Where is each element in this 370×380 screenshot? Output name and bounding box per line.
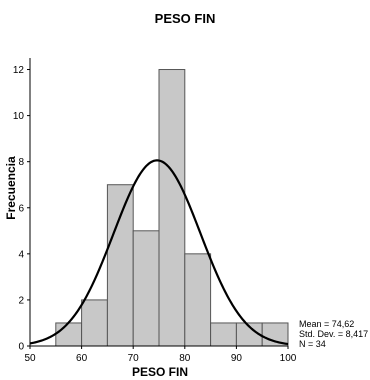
x-tick-label: 50 <box>24 353 36 364</box>
stat-n: N = 34 <box>299 339 326 349</box>
x-tick-label: 100 <box>280 353 297 364</box>
y-tick-label: 10 <box>13 111 25 122</box>
curve-group <box>29 159 289 346</box>
x-tick-label: 80 <box>179 353 191 364</box>
x-ticks-group: 50 60 70 80 90 100 <box>24 346 297 364</box>
y-tick-label: 12 <box>13 65 25 76</box>
x-tick-label: 60 <box>76 353 88 364</box>
chart-title: PESO FIN <box>155 11 216 26</box>
y-tick-label: 2 <box>18 295 24 306</box>
histogram-bar <box>184 253 212 347</box>
histogram-bar <box>106 184 134 347</box>
x-tick-label: 90 <box>231 353 243 364</box>
histogram-bar <box>210 322 237 347</box>
bars-group <box>55 69 289 347</box>
y-ticks-group: 0 2 4 6 8 10 12 <box>13 65 30 353</box>
histogram-bar <box>132 230 160 347</box>
x-axis-label: PESO FIN <box>132 365 188 379</box>
axes-group <box>29 58 288 347</box>
y-tick-label: 0 <box>18 342 24 353</box>
y-axis-label: Frecuencia <box>4 156 18 220</box>
y-tick-label: 8 <box>18 157 24 168</box>
x-tick-label: 70 <box>128 353 140 364</box>
histogram-bar <box>81 299 108 347</box>
stat-mean: Mean = 74,62 <box>299 319 354 329</box>
stat-std-dev: Std. Dev. = 8,417 <box>299 329 368 339</box>
normal-curve <box>29 159 289 346</box>
histogram-bar <box>158 69 186 347</box>
y-tick-label: 6 <box>18 203 24 214</box>
histogram-bar <box>55 322 83 347</box>
y-tick-label: 4 <box>18 249 24 260</box>
